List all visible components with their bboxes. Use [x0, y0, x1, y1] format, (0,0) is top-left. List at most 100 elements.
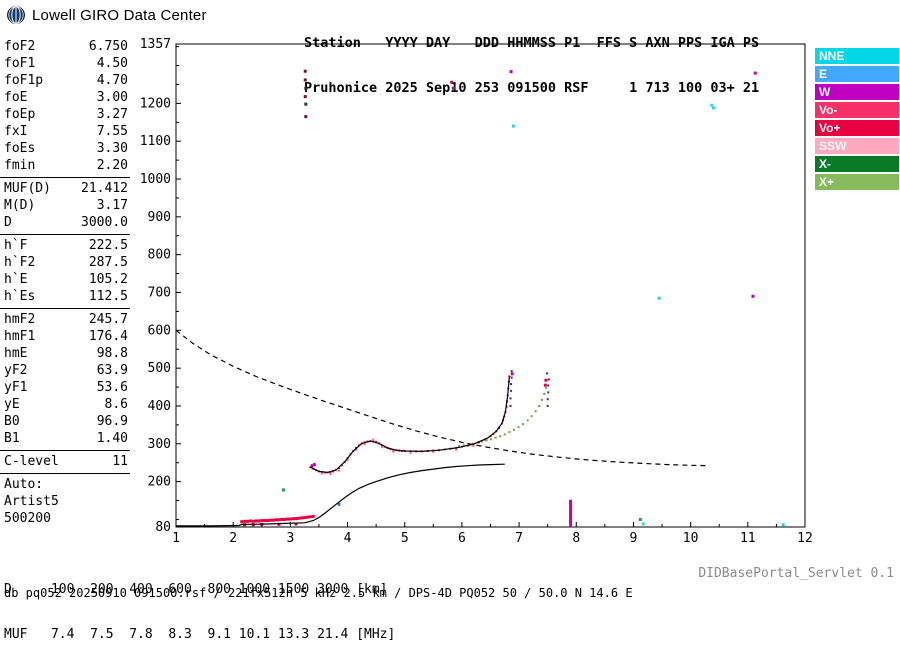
y-tick-label: 300	[148, 437, 171, 452]
dmuf-table: D 100 200 400 600 800 1000 1500 3000 [km…	[4, 552, 395, 672]
legend-item-vominus: Vo-	[815, 102, 899, 118]
y-tick-label: 1100	[140, 134, 171, 149]
y-tick-label: 80	[155, 520, 171, 535]
param-row: h`Es 112.5	[4, 288, 128, 305]
param-value: 96.9	[96, 414, 128, 429]
param-value: 287.5	[88, 255, 128, 270]
param-value: 3.27	[96, 107, 128, 122]
auto-label: Auto:	[4, 477, 44, 492]
param-row: yF2 63.9	[4, 362, 128, 379]
legend-item-ssw: SSW	[815, 138, 899, 154]
interference-column	[569, 499, 573, 527]
y-tick-label: 600	[148, 323, 171, 338]
status-bar: db pq052 20250910 091500.rsf / 221fx512h…	[4, 586, 633, 600]
param-label: foF1	[4, 56, 36, 71]
param-group-divider	[0, 234, 130, 235]
auto-line: Artist5	[4, 494, 59, 509]
x-tick-label: 6	[458, 531, 466, 546]
param-label: hmF1	[4, 329, 36, 344]
param-label: fxI	[4, 124, 28, 139]
param-group-divider	[0, 177, 130, 178]
param-value: 2.20	[96, 158, 128, 173]
dmuf-d-row: D 100 200 400 600 800 1000 1500 3000 [km…	[4, 582, 388, 597]
param-label: h`Es	[4, 289, 36, 304]
o-trace-echoes	[309, 375, 511, 474]
param-row: foE 3.00	[4, 89, 128, 106]
param-value: 1.40	[96, 431, 128, 446]
param-value: 3.30	[96, 141, 128, 156]
param-row: h`F 222.5	[4, 237, 128, 254]
param-row: B1 1.40	[4, 430, 128, 447]
param-label: B1	[4, 431, 20, 446]
param-row: C-level 11	[4, 453, 128, 470]
param-row: yE 8.6	[4, 396, 128, 413]
y-tick-label: 700	[148, 285, 171, 300]
fxi-spread	[546, 372, 550, 407]
param-row: MUF(D) 21.412	[4, 180, 128, 197]
param-row: h`F2 287.5	[4, 254, 128, 271]
param-label: M(D)	[4, 198, 36, 213]
legend-item-voplus: Vo+	[815, 120, 899, 136]
param-label: B0	[4, 414, 20, 429]
param-row: foF1p 4.70	[4, 72, 128, 89]
param-label: C-level	[4, 454, 59, 469]
y-tick-label: 1000	[140, 172, 171, 187]
param-value: 222.5	[88, 238, 128, 253]
param-label: D	[4, 215, 12, 230]
param-value: 98.8	[96, 346, 128, 361]
brand-header: Lowell GIRO Data Center	[6, 5, 207, 25]
param-row: foF1 4.50	[4, 55, 128, 72]
param-label: foEp	[4, 107, 36, 122]
y-tick-label: 500	[148, 361, 171, 376]
param-label: hmE	[4, 346, 28, 361]
artist-o-trace-fit	[310, 376, 510, 474]
param-row: h`E 105.2	[4, 271, 128, 288]
param-value: 8.6	[104, 397, 128, 412]
param-label: foF2	[4, 39, 36, 54]
param-group-divider	[0, 450, 130, 451]
servlet-version: DIDBasePortal_Servlet 0.1	[698, 566, 894, 581]
param-row: B0 96.9	[4, 413, 128, 430]
axes: 1 2 3 4 5 6 7 8 9 10 11 128020030040050060070080090…	[140, 37, 813, 546]
param-value: 21.412	[81, 181, 128, 196]
param-group-divider	[0, 473, 130, 474]
giro-globe-icon	[7, 6, 25, 24]
param-row: hmF1 176.4	[4, 328, 128, 345]
muf-transmission-curve	[175, 329, 708, 467]
param-panel: foF2 6.750 foF1 4.50 foF1p 4.70 foE 3.00 foEp 3.2…	[0, 38, 130, 527]
param-value: 53.6	[96, 380, 128, 395]
x-trace-echoes	[458, 386, 547, 448]
y-tick-label: 200	[148, 475, 171, 490]
param-value: 3.17	[96, 198, 128, 213]
true-height-profile	[176, 463, 505, 527]
param-label: yF2	[4, 363, 28, 378]
x-tick-label: 12	[797, 531, 813, 546]
param-label: foF1p	[4, 73, 44, 88]
param-value: 105.2	[88, 272, 128, 287]
auto-line: 500200	[4, 511, 51, 526]
legend-item-w: W	[815, 84, 899, 100]
dmuf-muf-row: MUF 7.4 7.5 7.8 8.3 9.1 10.1 13.3 21.4 […	[4, 627, 396, 642]
param-row: fxI 7.55	[4, 123, 128, 140]
legend-item-xminus: X-	[815, 156, 899, 172]
param-value: 11	[112, 454, 128, 469]
param-value: 176.4	[88, 329, 128, 344]
param-value: 6.750	[88, 39, 128, 54]
param-label: yF1	[4, 380, 28, 395]
param-value: 4.50	[96, 56, 128, 71]
param-label: h`E	[4, 272, 28, 287]
x-tick-label: 3	[286, 531, 294, 546]
plot-border	[175, 43, 806, 528]
param-value: 245.7	[88, 312, 128, 327]
param-label: MUF(D)	[4, 181, 51, 196]
x-tick-label: 11	[740, 531, 756, 546]
y-tick-label: 1200	[140, 96, 171, 111]
param-group-divider	[0, 308, 130, 309]
param-row: foF2 6.750	[4, 38, 128, 55]
legend-item-e: E	[815, 66, 899, 82]
param-label: foE	[4, 90, 28, 105]
vo-minus-echoes	[320, 438, 475, 476]
x-tick-label: 1	[172, 531, 180, 546]
x-tick-label: 10	[683, 531, 699, 546]
param-label: h`F2	[4, 255, 36, 270]
